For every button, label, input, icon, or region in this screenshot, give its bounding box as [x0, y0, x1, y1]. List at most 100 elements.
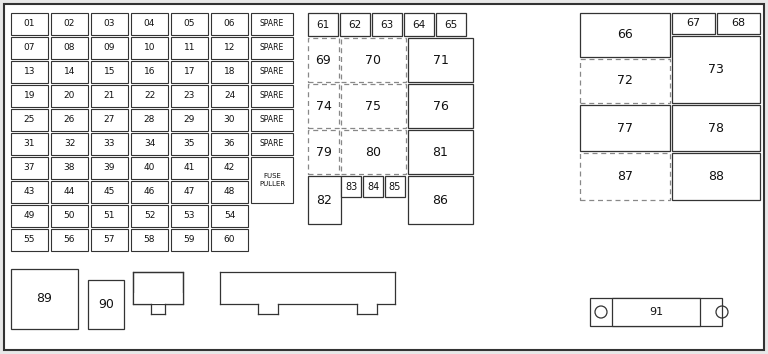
Text: 07: 07 — [24, 44, 35, 52]
Text: 17: 17 — [184, 68, 195, 76]
Bar — [131, 61, 168, 83]
Bar — [131, 229, 168, 251]
Text: 03: 03 — [104, 19, 115, 29]
Bar — [11, 133, 48, 155]
Text: 10: 10 — [144, 44, 155, 52]
Text: 53: 53 — [184, 211, 195, 221]
Bar — [131, 157, 168, 179]
Text: 75: 75 — [366, 99, 382, 113]
Bar — [308, 84, 339, 128]
Bar — [131, 37, 168, 59]
Bar — [612, 298, 700, 326]
Bar — [341, 130, 406, 174]
Bar — [91, 229, 128, 251]
Text: 43: 43 — [24, 188, 35, 196]
Bar — [211, 61, 248, 83]
Text: 90: 90 — [98, 298, 114, 311]
Text: 44: 44 — [64, 188, 75, 196]
Bar — [11, 205, 48, 227]
Text: 79: 79 — [316, 145, 332, 159]
Text: 45: 45 — [104, 188, 115, 196]
Text: 24: 24 — [224, 91, 235, 101]
Text: 55: 55 — [24, 235, 35, 245]
Bar — [171, 109, 208, 131]
Bar — [717, 13, 760, 34]
Text: 59: 59 — [184, 235, 195, 245]
Text: 85: 85 — [389, 182, 401, 192]
Text: 23: 23 — [184, 91, 195, 101]
Text: 89: 89 — [37, 292, 52, 306]
Text: 62: 62 — [349, 19, 362, 29]
Text: 08: 08 — [64, 44, 75, 52]
Bar — [171, 205, 208, 227]
Text: 19: 19 — [24, 91, 35, 101]
Text: 34: 34 — [144, 139, 155, 148]
Text: 51: 51 — [104, 211, 115, 221]
Bar — [408, 84, 473, 128]
Text: 82: 82 — [316, 194, 333, 206]
Bar — [408, 38, 473, 82]
Bar — [171, 85, 208, 107]
Bar — [341, 176, 361, 197]
Bar — [91, 109, 128, 131]
Bar — [11, 109, 48, 131]
Bar — [341, 38, 406, 82]
Bar — [341, 84, 406, 128]
Bar — [251, 133, 293, 155]
Text: SPARE: SPARE — [260, 91, 284, 101]
Bar — [308, 130, 339, 174]
Text: 41: 41 — [184, 164, 195, 172]
Text: 70: 70 — [366, 53, 382, 67]
Text: 15: 15 — [104, 68, 115, 76]
Bar — [131, 109, 168, 131]
Bar — [171, 181, 208, 203]
Bar — [672, 13, 715, 34]
Bar — [171, 133, 208, 155]
Bar — [91, 85, 128, 107]
Bar — [251, 85, 293, 107]
Bar — [408, 130, 473, 174]
Bar — [51, 157, 88, 179]
Text: 66: 66 — [617, 29, 633, 41]
Bar — [51, 13, 88, 35]
Bar — [131, 181, 168, 203]
Bar — [580, 13, 670, 57]
Bar — [211, 181, 248, 203]
Text: 39: 39 — [104, 164, 115, 172]
Text: 02: 02 — [64, 19, 75, 29]
Bar — [220, 272, 395, 304]
Bar — [308, 13, 338, 36]
Text: 80: 80 — [366, 145, 382, 159]
Text: 68: 68 — [731, 18, 746, 29]
Text: SPARE: SPARE — [260, 44, 284, 52]
Text: 42: 42 — [224, 164, 235, 172]
Text: 57: 57 — [104, 235, 115, 245]
Text: 14: 14 — [64, 68, 75, 76]
Text: 11: 11 — [184, 44, 195, 52]
Text: 37: 37 — [24, 164, 35, 172]
Text: 05: 05 — [184, 19, 195, 29]
Bar — [171, 37, 208, 59]
Bar — [51, 109, 88, 131]
Text: SPARE: SPARE — [260, 139, 284, 148]
Text: 40: 40 — [144, 164, 155, 172]
Bar — [251, 61, 293, 83]
Text: 32: 32 — [64, 139, 75, 148]
Text: 87: 87 — [617, 170, 633, 183]
Bar — [51, 61, 88, 83]
Bar — [91, 181, 128, 203]
Text: 38: 38 — [64, 164, 75, 172]
Text: 86: 86 — [432, 194, 449, 206]
Text: 16: 16 — [144, 68, 155, 76]
Bar — [88, 280, 124, 329]
Bar — [590, 298, 722, 326]
Bar — [11, 229, 48, 251]
Text: 25: 25 — [24, 115, 35, 125]
Bar — [340, 13, 370, 36]
Bar — [51, 181, 88, 203]
Bar — [385, 176, 405, 197]
Text: 12: 12 — [223, 44, 235, 52]
Bar — [133, 293, 183, 304]
Text: 58: 58 — [144, 235, 155, 245]
Text: 64: 64 — [412, 19, 425, 29]
